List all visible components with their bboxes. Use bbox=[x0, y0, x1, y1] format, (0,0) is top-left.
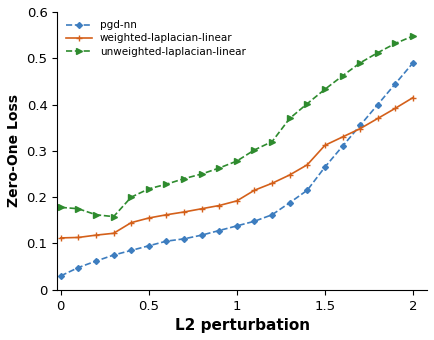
unweighted-laplacian-linear bbox=[358, 61, 363, 65]
unweighted-laplacian-linear bbox=[111, 215, 116, 219]
unweighted-laplacian-linear bbox=[375, 51, 380, 55]
unweighted-laplacian-linear bbox=[270, 139, 275, 143]
unweighted-laplacian-linear bbox=[128, 195, 134, 199]
weighted-laplacian-linear bbox=[93, 233, 99, 237]
weighted-laplacian-linear bbox=[393, 106, 398, 110]
pgd-nn bbox=[93, 259, 99, 263]
pgd-nn bbox=[305, 188, 310, 192]
pgd-nn bbox=[393, 82, 398, 86]
pgd-nn bbox=[76, 266, 81, 270]
unweighted-laplacian-linear bbox=[146, 187, 151, 191]
unweighted-laplacian-linear bbox=[234, 159, 240, 163]
unweighted-laplacian-linear bbox=[411, 34, 416, 38]
pgd-nn bbox=[199, 233, 204, 237]
weighted-laplacian-linear bbox=[270, 181, 275, 185]
pgd-nn bbox=[234, 224, 240, 228]
unweighted-laplacian-linear bbox=[252, 148, 257, 152]
weighted-laplacian-linear bbox=[234, 199, 240, 203]
unweighted-laplacian-linear bbox=[93, 213, 99, 217]
weighted-laplacian-linear bbox=[128, 221, 134, 225]
Line: weighted-laplacian-linear: weighted-laplacian-linear bbox=[58, 95, 416, 241]
pgd-nn bbox=[58, 274, 63, 278]
unweighted-laplacian-linear bbox=[393, 41, 398, 46]
pgd-nn bbox=[375, 103, 380, 107]
unweighted-laplacian-linear bbox=[58, 205, 63, 209]
Line: unweighted-laplacian-linear: unweighted-laplacian-linear bbox=[58, 33, 416, 219]
weighted-laplacian-linear bbox=[322, 143, 328, 147]
unweighted-laplacian-linear bbox=[164, 182, 169, 186]
pgd-nn bbox=[340, 144, 345, 148]
pgd-nn bbox=[270, 213, 275, 217]
weighted-laplacian-linear bbox=[164, 213, 169, 217]
pgd-nn bbox=[164, 239, 169, 243]
weighted-laplacian-linear bbox=[76, 235, 81, 239]
unweighted-laplacian-linear bbox=[181, 176, 187, 181]
Y-axis label: Zero-One Loss: Zero-One Loss bbox=[7, 95, 21, 207]
weighted-laplacian-linear bbox=[287, 173, 292, 177]
weighted-laplacian-linear bbox=[375, 116, 380, 120]
pgd-nn bbox=[252, 219, 257, 223]
weighted-laplacian-linear bbox=[252, 188, 257, 192]
weighted-laplacian-linear bbox=[358, 126, 363, 131]
weighted-laplacian-linear bbox=[146, 216, 151, 220]
unweighted-laplacian-linear bbox=[305, 102, 310, 106]
pgd-nn bbox=[358, 123, 363, 128]
pgd-nn bbox=[128, 249, 134, 253]
pgd-nn bbox=[181, 237, 187, 241]
Line: pgd-nn: pgd-nn bbox=[59, 61, 415, 278]
unweighted-laplacian-linear bbox=[340, 74, 345, 78]
weighted-laplacian-linear bbox=[217, 203, 222, 207]
weighted-laplacian-linear bbox=[111, 231, 116, 235]
weighted-laplacian-linear bbox=[340, 135, 345, 139]
pgd-nn bbox=[111, 253, 116, 257]
Legend: pgd-nn, weighted-laplacian-linear, unweighted-laplacian-linear: pgd-nn, weighted-laplacian-linear, unwei… bbox=[62, 17, 249, 59]
unweighted-laplacian-linear bbox=[322, 87, 328, 91]
weighted-laplacian-linear bbox=[181, 210, 187, 214]
pgd-nn bbox=[146, 244, 151, 248]
pgd-nn bbox=[287, 201, 292, 205]
weighted-laplacian-linear bbox=[305, 163, 310, 167]
X-axis label: L2 perturbation: L2 perturbation bbox=[174, 318, 310, 333]
unweighted-laplacian-linear bbox=[217, 166, 222, 170]
weighted-laplacian-linear bbox=[199, 207, 204, 211]
pgd-nn bbox=[322, 165, 328, 169]
unweighted-laplacian-linear bbox=[287, 116, 292, 120]
pgd-nn bbox=[217, 228, 222, 233]
weighted-laplacian-linear bbox=[58, 236, 63, 240]
weighted-laplacian-linear bbox=[411, 96, 416, 100]
unweighted-laplacian-linear bbox=[76, 207, 81, 211]
unweighted-laplacian-linear bbox=[199, 172, 204, 176]
pgd-nn bbox=[411, 61, 416, 65]
